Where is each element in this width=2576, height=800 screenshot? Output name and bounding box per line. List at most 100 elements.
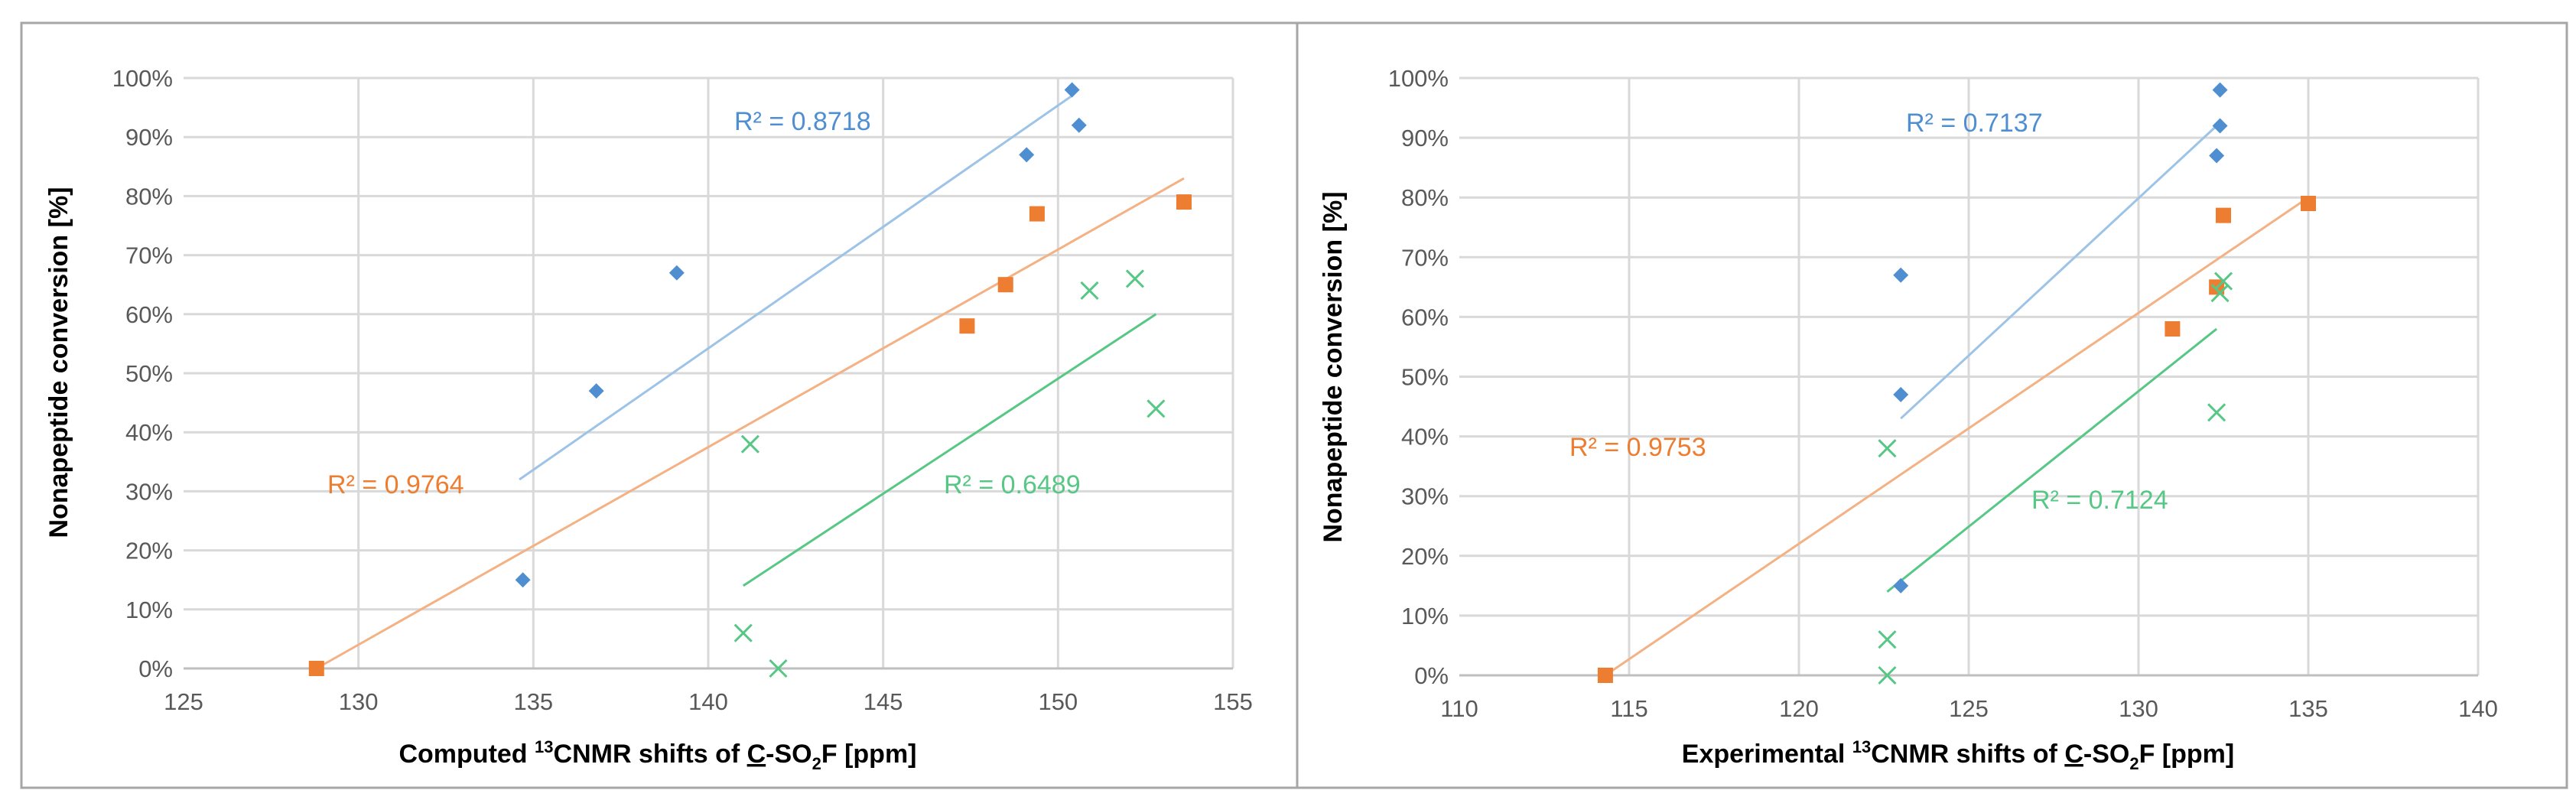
marker-diamond [588, 383, 604, 399]
marker-square [2301, 196, 2316, 212]
r2-label-green: R² = 0.7124 [2031, 486, 2168, 515]
gridlines [184, 76, 1234, 670]
marker-diamond [515, 572, 531, 588]
marker-diamond [2212, 118, 2228, 134]
marker-x-stroke [2213, 272, 2233, 291]
marker-square [2165, 321, 2181, 337]
marker-x [769, 659, 788, 678]
x-label-sub-pre: -SO [2083, 740, 2129, 769]
marker-x-stroke [1878, 665, 1897, 685]
trendlines [316, 94, 1185, 670]
marker-x-stroke [2207, 403, 2226, 422]
marker-x-stroke [1878, 439, 1897, 458]
marker-diamond [1019, 147, 1035, 163]
y-axis-label: Nonapeptide conversion [%] [44, 187, 73, 538]
x-axis-label: Experimental 13CNMR shifts of C-SO2F [pp… [1682, 737, 2234, 773]
x-label-suffix: F [ppm] [821, 740, 917, 769]
marker-diamond [1893, 386, 1909, 402]
trendline-orange [1605, 196, 2309, 677]
y-tick-label: 20% [125, 538, 173, 564]
chart-frame [20, 21, 1299, 789]
y-tick-label: 10% [125, 597, 173, 623]
r2-label-blue: R² = 0.7137 [1906, 109, 2043, 138]
x-label-superscript: 13 [1852, 737, 1871, 756]
marker-diamond [2209, 148, 2225, 164]
y-tick-label: 50% [1401, 364, 1449, 391]
x-label-subscript: 2 [2129, 754, 2139, 773]
marker-x [2210, 284, 2230, 303]
marker-diamond [1071, 117, 1087, 133]
trendline-green [1886, 327, 2218, 593]
marker-square [2216, 207, 2231, 223]
trendline-green [742, 313, 1157, 587]
marker-diamond [1893, 577, 1909, 593]
y-tick-label: 50% [125, 360, 173, 387]
x-label-superscript: 13 [535, 737, 553, 756]
x-tick-label: 110 [1440, 695, 1478, 722]
x-tick-label: 125 [164, 688, 203, 715]
y-tick-label: 20% [1401, 543, 1449, 570]
marker-x [1147, 399, 1166, 418]
marker-x-stroke [2210, 284, 2230, 303]
marker-x-stroke [769, 659, 788, 678]
y-tick-label: 60% [125, 301, 173, 328]
x-label-underlined: C [2064, 740, 2083, 769]
marker-square [1176, 194, 1192, 210]
y-tick-label: 90% [125, 124, 173, 151]
x-tick-label: 140 [2458, 695, 2498, 722]
marker-square [997, 277, 1013, 293]
marker-diamond [1064, 82, 1080, 98]
y-tick-label: 30% [125, 478, 173, 505]
x-tick-label: 150 [1038, 688, 1078, 715]
marker-x [1878, 439, 1897, 458]
y-tick-label: 0% [138, 655, 173, 682]
r2-labels: R² = 0.7137 R² = 0.9753 R² = 0.7124 [1569, 109, 2168, 515]
x-label-suffix: F [ppm] [2139, 740, 2235, 769]
y-axis-label: Nonapeptide conversion [%] [1319, 191, 1348, 542]
marker-square [308, 661, 324, 676]
r2-label-blue: R² = 0.8718 [734, 107, 871, 136]
marker-square [1029, 206, 1045, 222]
marker-x [1125, 269, 1145, 288]
chart-computed-shifts: 125 130 135 140 145 150 155 0% 10% 20% 30% 40% 50% 60… [20, 21, 1299, 789]
x-label-prefix: Computed [398, 740, 535, 769]
y-tick-label: 40% [125, 419, 173, 446]
marker-x-stroke [1080, 281, 1099, 300]
y-tick-label: 80% [125, 183, 173, 210]
y-tick-label: 70% [1401, 244, 1449, 271]
marker-x-stroke [1147, 399, 1166, 418]
x-axis-label: Computed 13CNMR shifts of C-SO2F [ppm] [398, 737, 916, 773]
x-label-mid: CNMR shifts of [1871, 740, 2064, 769]
x-tick-label: 120 [1779, 695, 1819, 722]
gridlines [1459, 76, 2480, 677]
x-tick-label: 115 [1610, 695, 1647, 722]
marker-square [1597, 668, 1613, 683]
y-tick-label: 100% [112, 65, 173, 92]
x-tick-label: 155 [1213, 688, 1253, 715]
x-tick-label: 145 [864, 688, 903, 715]
marker-x-stroke [1125, 269, 1145, 288]
r2-label-orange: R² = 0.9753 [1569, 433, 1706, 462]
trendlines [1605, 125, 2309, 677]
x-tick-label: 135 [2288, 695, 2328, 722]
marker-x-stroke [733, 623, 753, 642]
x-tick-label: 125 [1949, 695, 1989, 722]
x-label-underlined: C [747, 740, 766, 769]
marker-x [1878, 630, 1897, 649]
y-tick-label: 90% [1401, 125, 1449, 151]
trendline-blue [1900, 125, 2218, 420]
marker-diamond [2212, 82, 2228, 98]
x-tick-label: 130 [2119, 695, 2158, 722]
trendline-blue [519, 94, 1073, 481]
x-label-prefix: Experimental [1682, 740, 1852, 769]
marker-x [1878, 665, 1897, 685]
y-tick-label: 100% [1388, 65, 1449, 92]
r2-labels: R² = 0.8718 R² = 0.9764 R² = 0.6489 [327, 107, 1081, 499]
tick-labels: 110 115 120 125 130 135 140 0% 10% 20% 30% 40% 50% 60… [1388, 65, 2498, 722]
marker-x [2207, 403, 2226, 422]
x-tick-label: 130 [339, 688, 379, 715]
marker-x-stroke [740, 434, 759, 454]
marker-square [959, 318, 975, 334]
x-tick-label: 135 [513, 688, 553, 715]
